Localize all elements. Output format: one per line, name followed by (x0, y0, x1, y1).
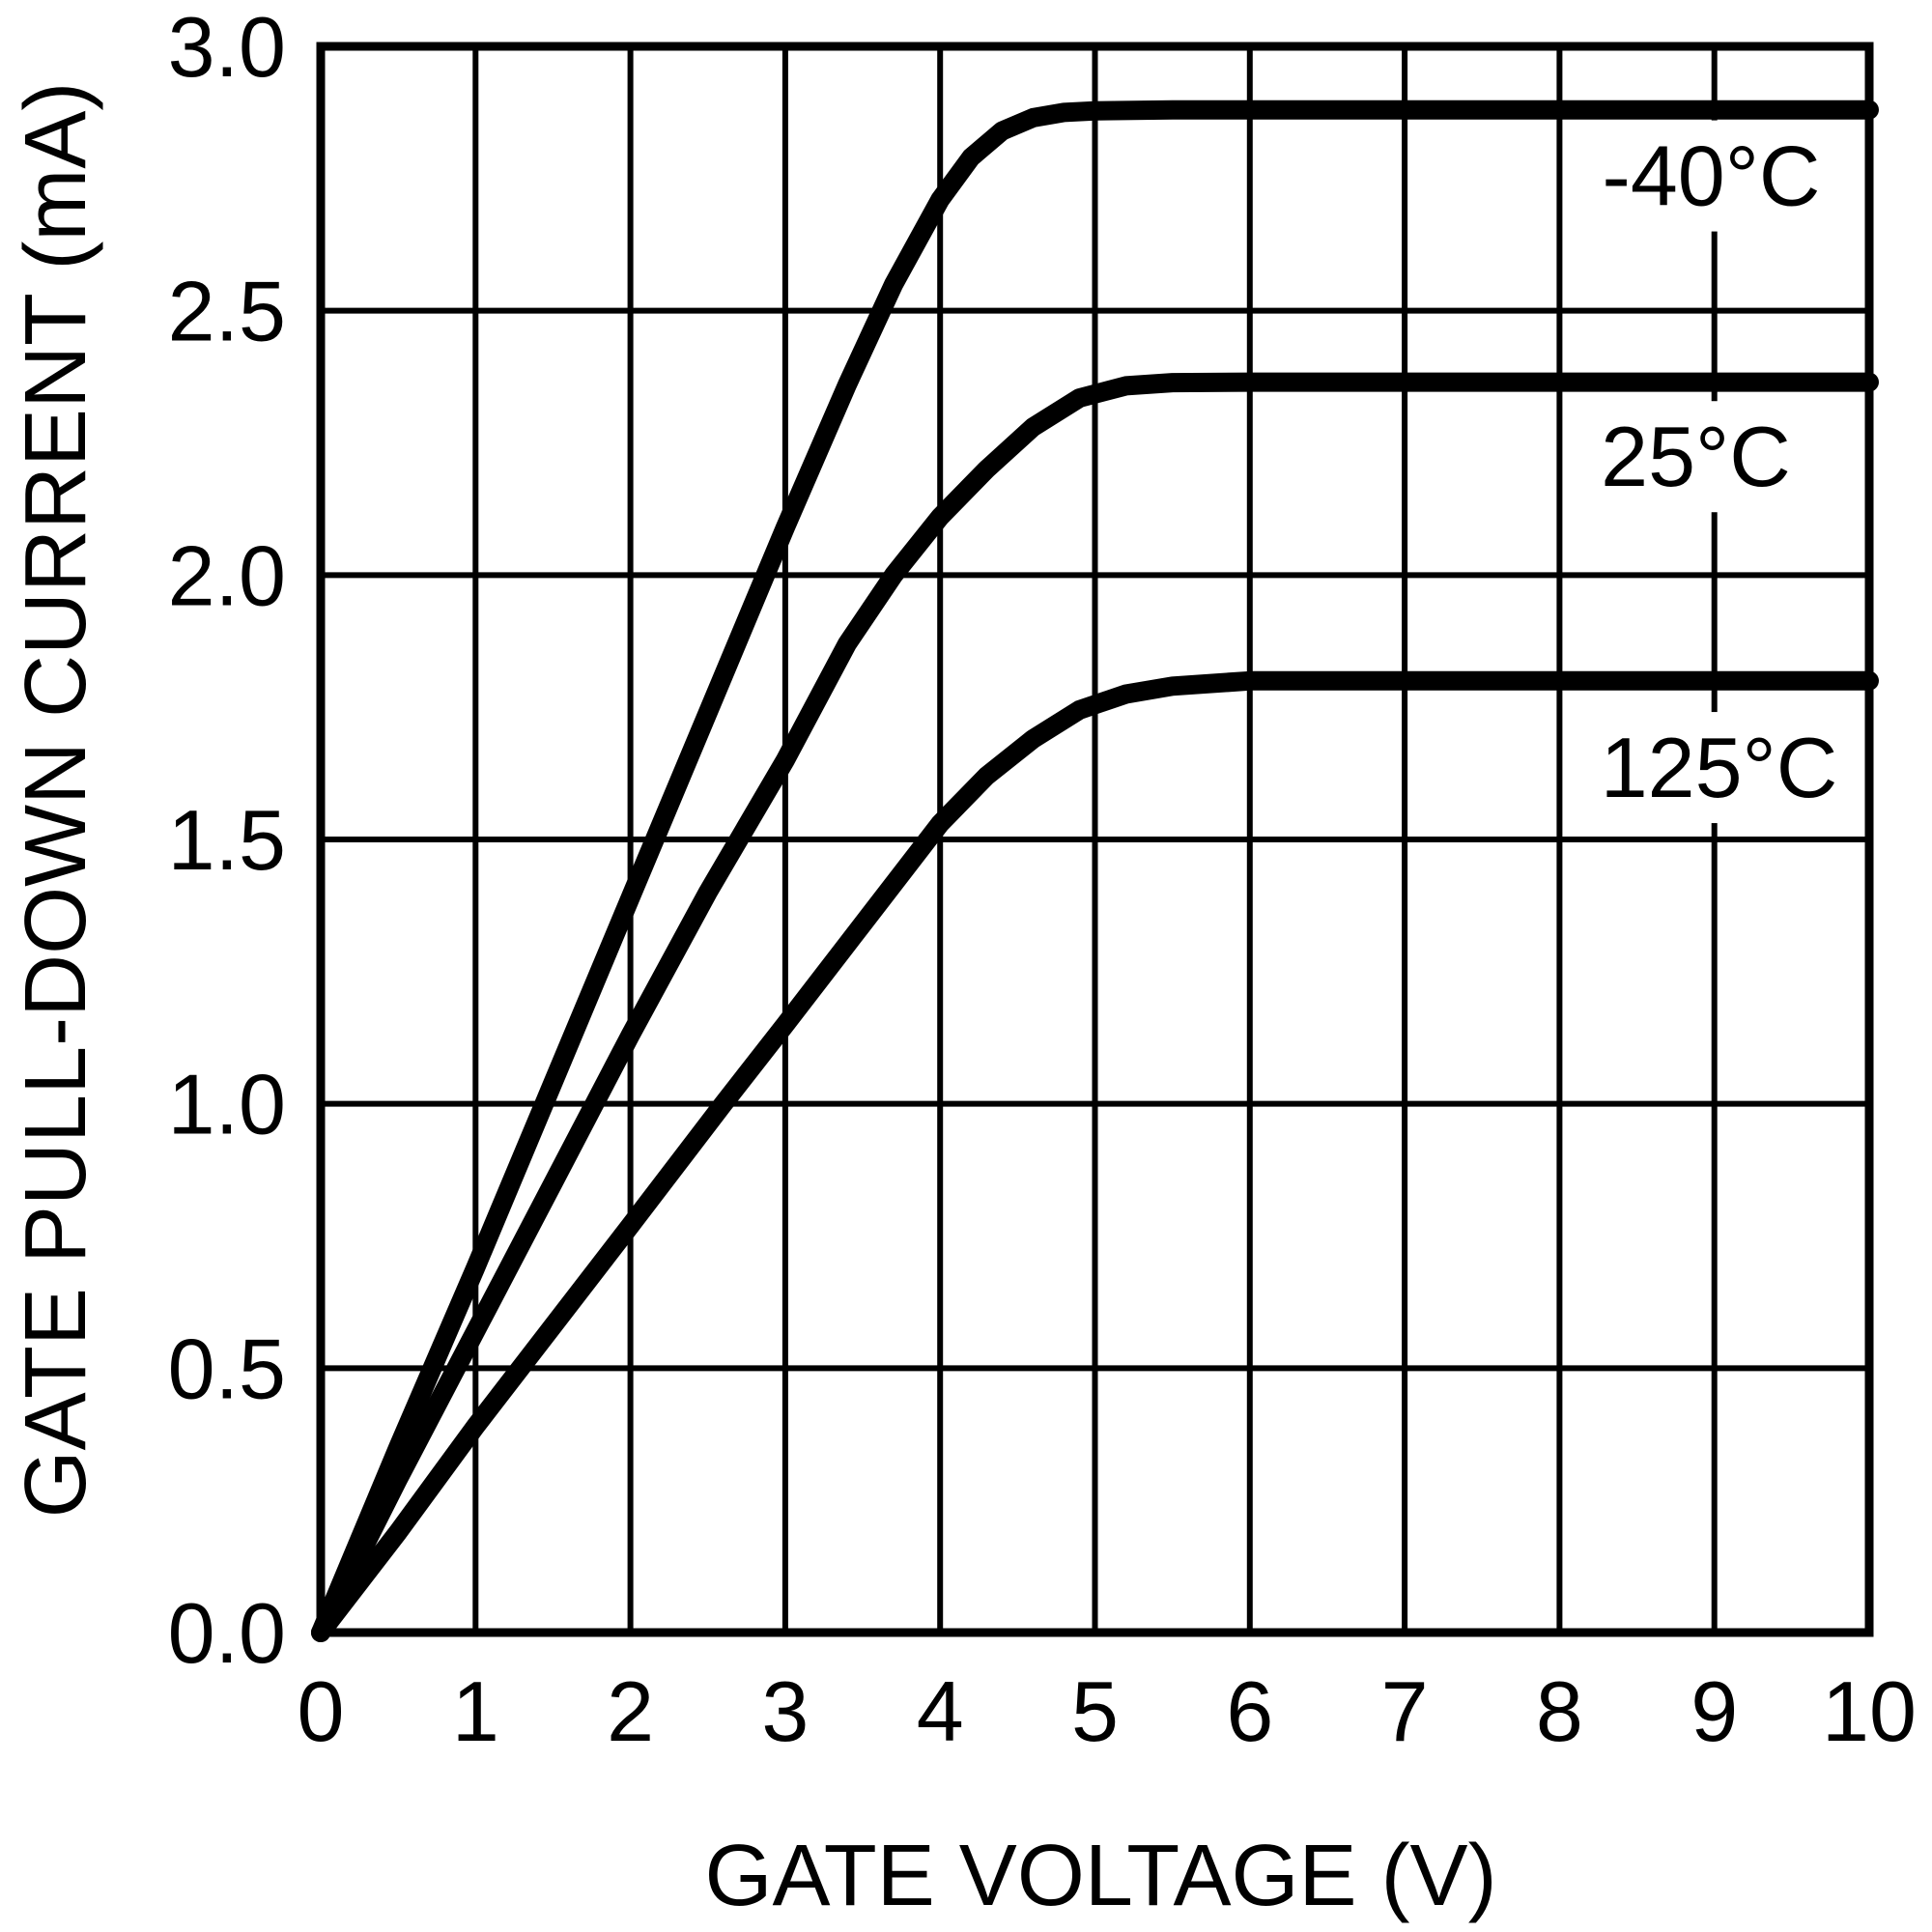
y-tick-label: 3.0 (168, 0, 286, 95)
series-label-2: 125°C (1601, 720, 1838, 815)
y-tick-label: 0.5 (168, 1321, 286, 1416)
x-tick-label: 2 (607, 1663, 654, 1759)
x-axis-title: GATE VOLTAGE (V) (704, 1828, 1496, 1924)
x-tick-label: 5 (1071, 1663, 1119, 1759)
curve-series-1 (311, 372, 1879, 1642)
x-tick-label: 3 (761, 1663, 809, 1759)
y-tick-label: 0.0 (168, 1585, 286, 1681)
y-tick-label: 2.0 (168, 527, 286, 623)
curve-series-0 (311, 99, 1879, 1642)
series-label-mask-0 (1586, 120, 1836, 232)
x-tick-label: 0 (298, 1663, 345, 1759)
y-tick-label: 1.5 (168, 792, 286, 888)
x-tick-label: 7 (1381, 1663, 1429, 1759)
y-tick-label: 1.0 (168, 1057, 286, 1152)
x-tick-label: 10 (1822, 1663, 1917, 1759)
plot-border (316, 42, 1874, 1637)
series-label-1: 25°C (1601, 409, 1791, 504)
y-tick-label: 2.5 (168, 264, 286, 359)
y-axis-title: GATE PULL-DOWN CURRENT (mA) (8, 82, 104, 1519)
series-label-0: -40°C (1603, 128, 1821, 224)
x-tick-label: 1 (452, 1663, 499, 1759)
series-label-mask-1 (1585, 401, 1806, 513)
x-tick-label: 4 (917, 1663, 964, 1759)
x-tick-label: 9 (1690, 1663, 1738, 1759)
curve-series-2 (311, 670, 1879, 1642)
x-tick-label: 6 (1226, 1663, 1273, 1759)
series-label-mask-2 (1584, 712, 1854, 824)
x-tick-label: 8 (1536, 1663, 1583, 1759)
